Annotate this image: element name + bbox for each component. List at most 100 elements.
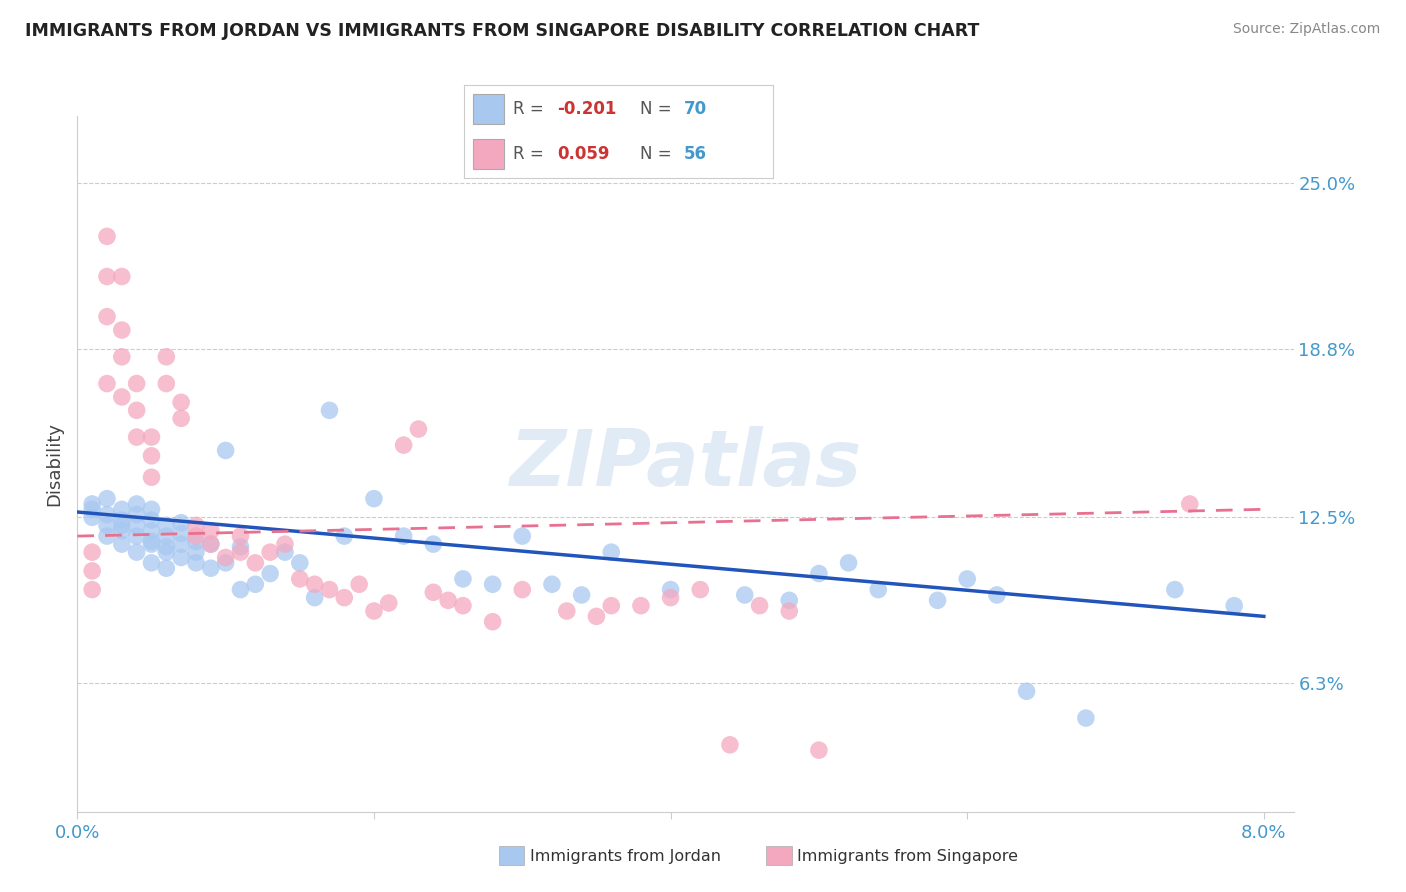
Point — [304, 591, 326, 605]
Point — [111, 350, 134, 364]
Point — [748, 599, 770, 613]
Text: N =: N = — [640, 100, 678, 118]
Point — [510, 529, 533, 543]
Point — [111, 537, 134, 551]
Point — [541, 577, 564, 591]
Point — [155, 529, 177, 543]
Point — [82, 502, 104, 516]
Point — [304, 577, 326, 591]
Point — [571, 588, 593, 602]
Point — [659, 591, 682, 605]
Point — [1015, 684, 1038, 698]
Point — [111, 502, 134, 516]
Point — [96, 518, 118, 533]
Point — [141, 502, 163, 516]
Point — [778, 593, 800, 607]
Point — [125, 518, 148, 533]
Point — [214, 443, 236, 458]
Point — [111, 513, 134, 527]
Point — [96, 229, 118, 244]
Point — [141, 556, 163, 570]
Point — [170, 537, 193, 551]
Point — [82, 582, 104, 597]
Point — [155, 376, 177, 391]
Point — [245, 577, 267, 591]
Point — [125, 403, 148, 417]
Point — [600, 545, 623, 559]
FancyBboxPatch shape — [474, 95, 505, 124]
Point — [200, 537, 222, 551]
Point — [555, 604, 578, 618]
Point — [155, 545, 177, 559]
Point — [125, 497, 148, 511]
Point — [96, 491, 118, 506]
Text: N =: N = — [640, 145, 678, 163]
Text: Immigrants from Singapore: Immigrants from Singapore — [797, 849, 1018, 863]
Point — [96, 310, 118, 324]
Text: R =: R = — [513, 145, 550, 163]
Point — [125, 529, 148, 543]
Point — [200, 561, 222, 575]
Point — [1074, 711, 1097, 725]
Point — [125, 545, 148, 559]
Point — [274, 545, 297, 559]
Point — [333, 591, 356, 605]
Point — [659, 582, 682, 597]
Point — [245, 556, 267, 570]
Point — [422, 585, 444, 599]
Point — [986, 588, 1008, 602]
Point — [778, 604, 800, 618]
Point — [481, 577, 503, 591]
Point — [807, 566, 830, 581]
Point — [141, 537, 163, 551]
Point — [184, 529, 207, 543]
Point — [111, 269, 134, 284]
Text: 0.059: 0.059 — [557, 145, 609, 163]
Point — [200, 537, 222, 551]
Point — [1164, 582, 1187, 597]
Point — [170, 516, 193, 530]
Point — [1178, 497, 1201, 511]
Point — [170, 395, 193, 409]
Point — [363, 491, 385, 506]
Text: IMMIGRANTS FROM JORDAN VS IMMIGRANTS FROM SINGAPORE DISABILITY CORRELATION CHART: IMMIGRANTS FROM JORDAN VS IMMIGRANTS FRO… — [25, 22, 980, 40]
Point — [155, 561, 177, 575]
Point — [184, 545, 207, 559]
Point — [481, 615, 503, 629]
Point — [838, 556, 860, 570]
FancyBboxPatch shape — [474, 139, 505, 169]
Point — [141, 430, 163, 444]
Point — [229, 529, 252, 543]
Point — [392, 529, 415, 543]
Point — [510, 582, 533, 597]
Point — [347, 577, 370, 591]
Point — [111, 524, 134, 538]
Point — [155, 350, 177, 364]
Point — [125, 376, 148, 391]
Point — [214, 550, 236, 565]
Point — [170, 526, 193, 541]
Point — [229, 545, 252, 559]
Point — [274, 537, 297, 551]
Point — [125, 508, 148, 522]
Point — [318, 582, 340, 597]
Point — [111, 390, 134, 404]
Text: Source: ZipAtlas.com: Source: ZipAtlas.com — [1233, 22, 1381, 37]
Text: 70: 70 — [683, 100, 707, 118]
Point — [96, 269, 118, 284]
Point — [170, 411, 193, 425]
Point — [1223, 599, 1246, 613]
Point — [214, 556, 236, 570]
Point — [630, 599, 652, 613]
Point — [288, 572, 311, 586]
Point — [184, 556, 207, 570]
Point — [718, 738, 741, 752]
Point — [259, 545, 281, 559]
Point — [141, 534, 163, 549]
Point — [868, 582, 890, 597]
Point — [333, 529, 356, 543]
Point — [437, 593, 460, 607]
Text: ZIPatlas: ZIPatlas — [509, 425, 862, 502]
Point — [956, 572, 979, 586]
Point — [600, 599, 623, 613]
